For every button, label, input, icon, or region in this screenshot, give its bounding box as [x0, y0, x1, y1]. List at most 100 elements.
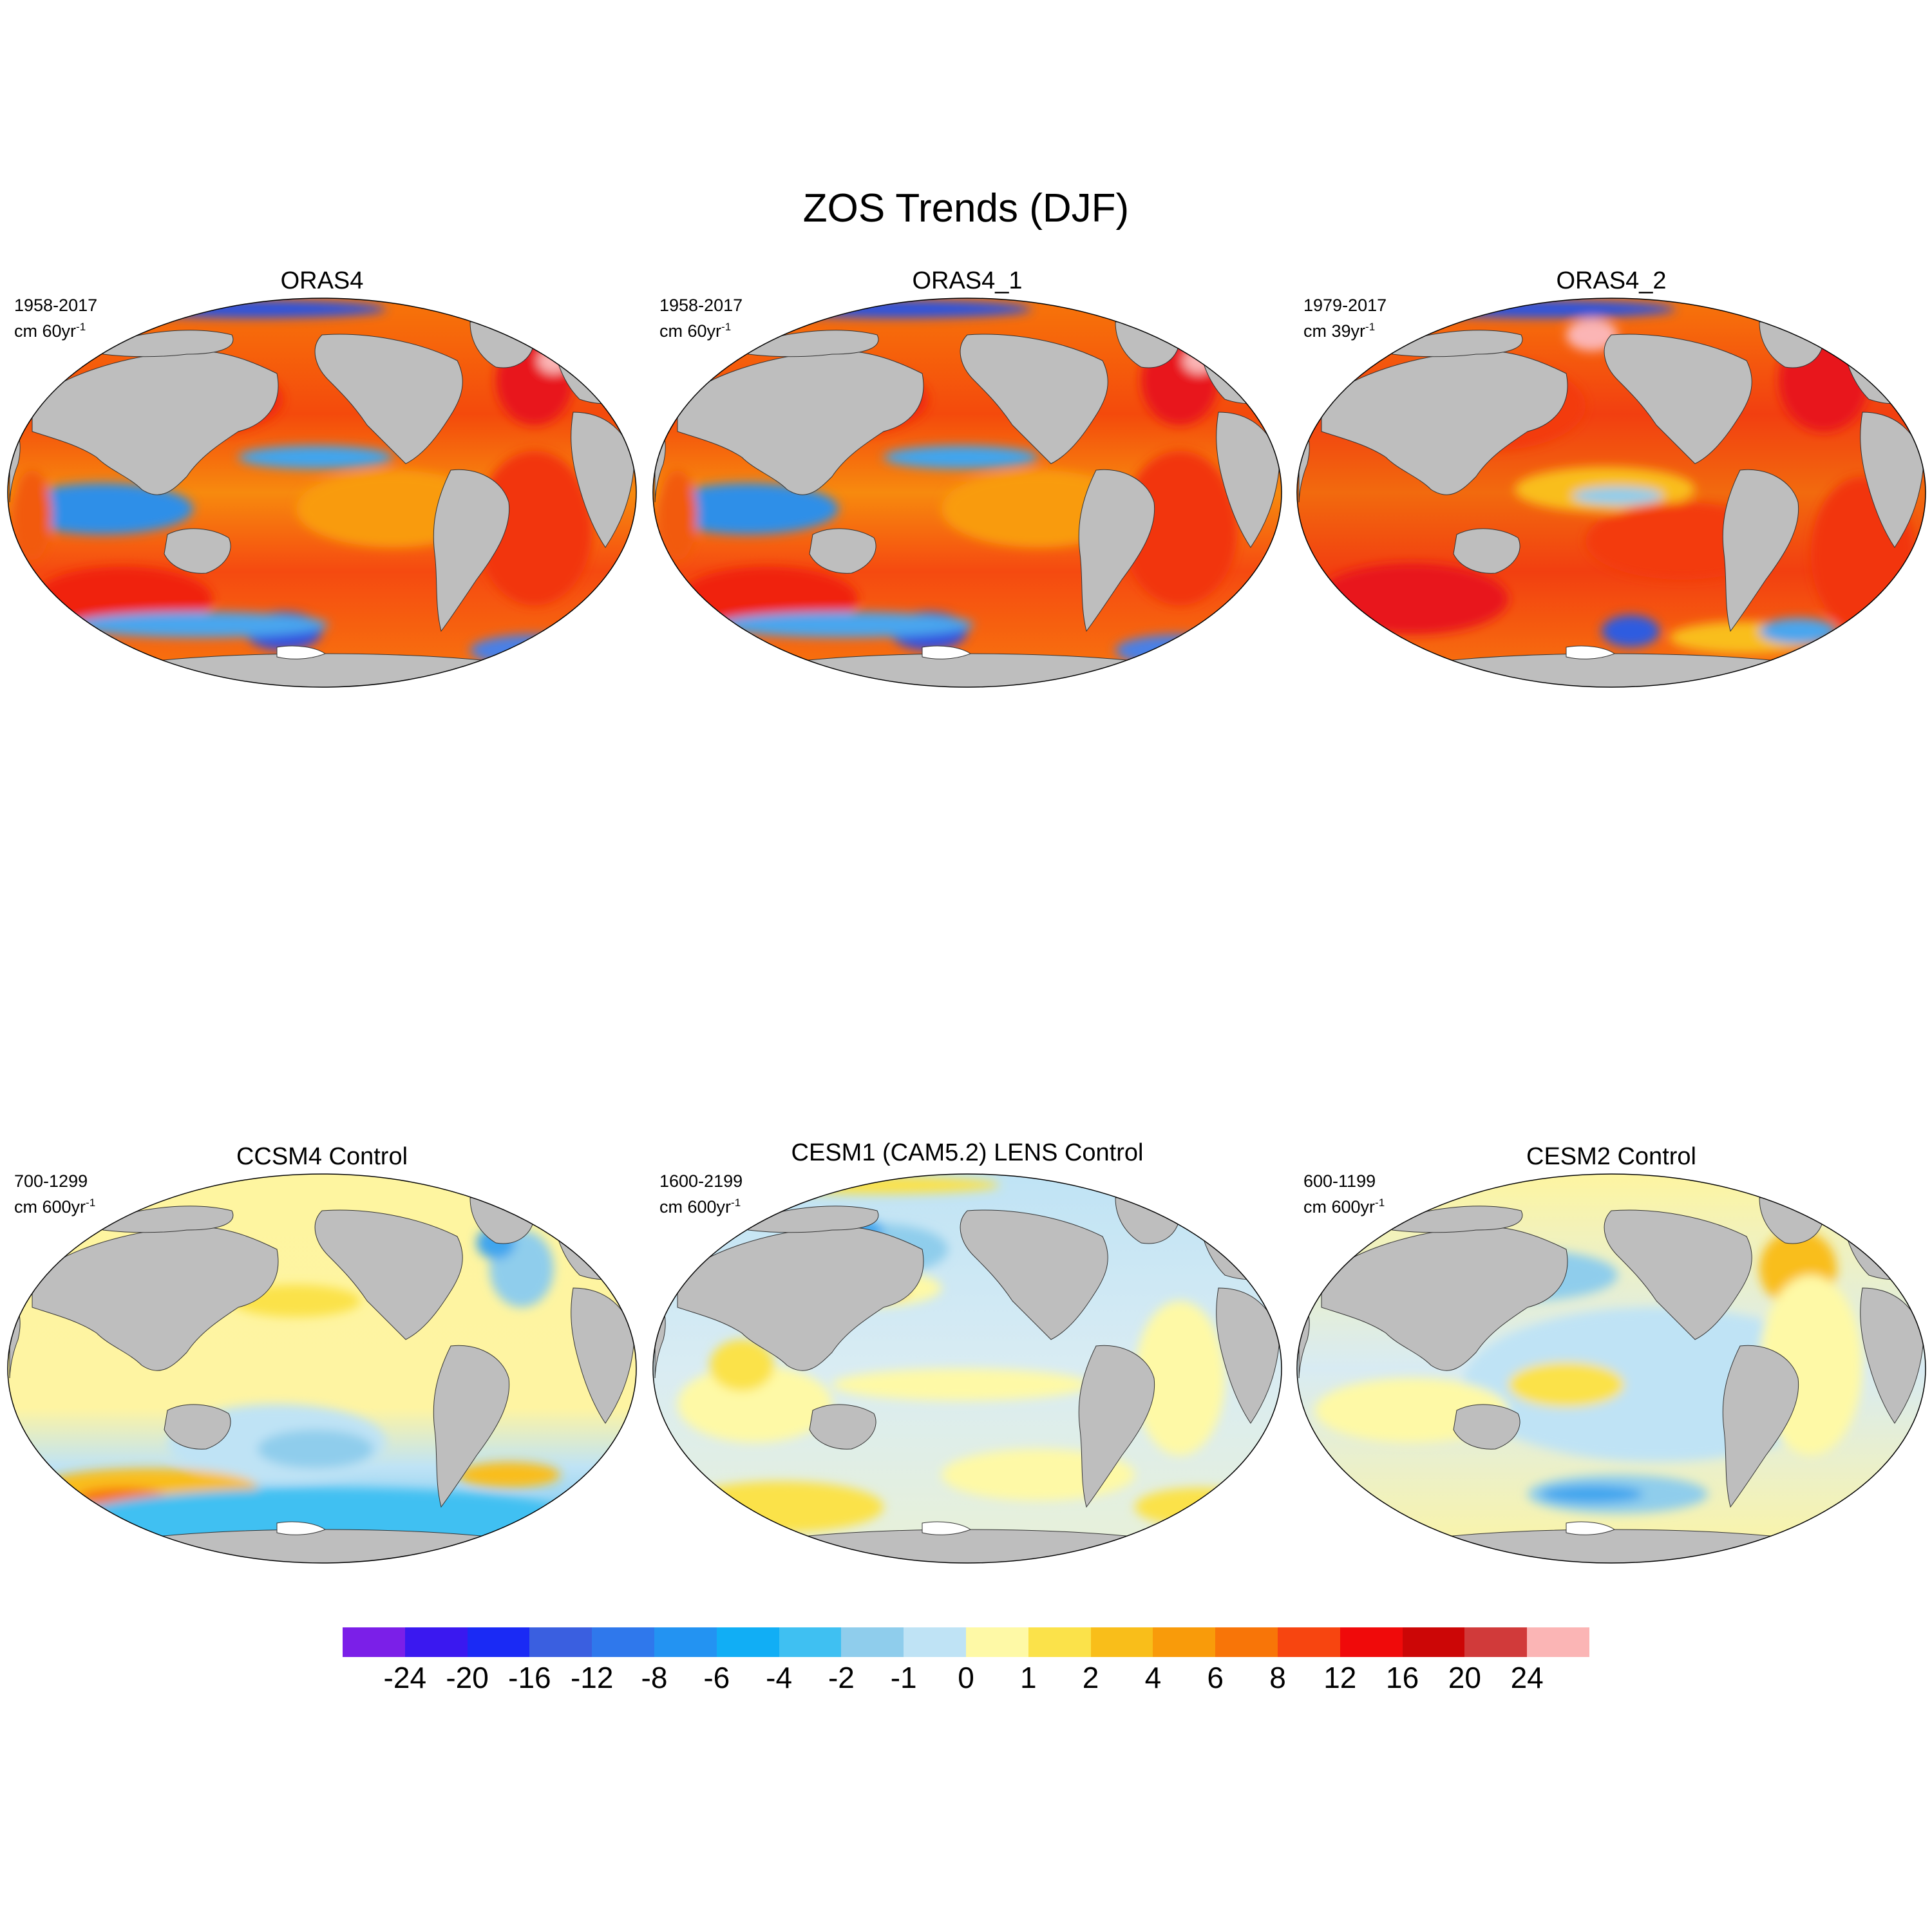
units-label: cm 600yr-1	[14, 1192, 95, 1218]
colorbar-tick-label: 6	[1207, 1661, 1224, 1694]
landmass-africaR	[571, 1287, 635, 1424]
robinson-map	[7, 298, 637, 688]
units-exponent: -1	[731, 1197, 741, 1209]
landmass-namerica	[960, 334, 1108, 464]
colorbar-tick-label: 2	[1082, 1661, 1099, 1694]
landmass-samerica	[433, 1345, 510, 1508]
landmass-samerica	[1722, 1345, 1799, 1508]
robinson-map	[1296, 298, 1926, 688]
colorbar-tick-label: -16	[508, 1661, 551, 1694]
panel-title: CESM2 Control	[1526, 1143, 1696, 1170]
landmass-namerica	[1604, 1209, 1752, 1340]
landmass-europeTop	[1392, 330, 1523, 357]
colorbar-box	[1278, 1627, 1341, 1657]
landmass-europeTop	[748, 1206, 879, 1233]
panel-metadata: 1958-2017 cm 60yr-1	[659, 294, 743, 342]
colorbar-box	[1153, 1627, 1216, 1657]
landmass-africaR	[1860, 1287, 1924, 1424]
map-panel: ORAS4_1 1958-2017 cm 60yr-1	[652, 267, 1283, 770]
units-exponent: -1	[86, 1197, 96, 1209]
landmass-antarctica	[1397, 653, 1825, 687]
map-outline	[652, 1173, 1282, 1564]
trend-region	[1135, 1301, 1225, 1455]
trend-region	[1573, 487, 1663, 505]
landmass-iceA	[922, 1521, 972, 1535]
landmass-iceA	[1566, 645, 1616, 659]
units-text: cm 600yr	[14, 1197, 86, 1217]
landmass-australia	[1453, 1404, 1520, 1450]
landmass-europeTop	[1392, 1206, 1523, 1233]
landmass-africaR	[1216, 412, 1280, 548]
trend-region	[1540, 1485, 1643, 1503]
colorbar-box	[1464, 1627, 1528, 1657]
panel-metadata: 1958-2017 cm 60yr-1	[14, 294, 97, 342]
robinson-map	[652, 298, 1282, 688]
colorbar-tick-label: 16	[1386, 1661, 1419, 1694]
map-outline	[7, 1173, 637, 1564]
panel-title: ORAS4_1	[912, 267, 1023, 294]
colorbar-box	[1028, 1627, 1092, 1657]
trend-region	[832, 1368, 1090, 1401]
units-label: cm 60yr-1	[659, 316, 743, 342]
map-panel: CCSM4 Control 700-1299 cm 600yr-1	[6, 1143, 638, 1645]
landmass-australia	[809, 1404, 876, 1450]
panel-title: CESM1 (CAM5.2) LENS Control	[791, 1139, 1144, 1166]
units-exponent: -1	[1365, 321, 1376, 333]
landmass-africaR	[1216, 1287, 1280, 1424]
colorbar-tick-label: -4	[766, 1661, 793, 1694]
colorbar-tick-label: 0	[958, 1661, 974, 1694]
panel-title: ORAS4_2	[1556, 267, 1667, 294]
trend-region	[477, 451, 592, 605]
landmass-antarctica	[753, 653, 1181, 687]
trend-region	[742, 1176, 999, 1194]
landmass-australia	[1453, 528, 1520, 574]
map-panel: ORAS4_2 1979-2017 cm 39yr-1	[1296, 267, 1927, 770]
landmass-namerica	[314, 334, 463, 464]
map-panel: CESM1 (CAM5.2) LENS Control 1600-2199 cm 6…	[652, 1139, 1283, 1645]
landmass-iceA	[276, 645, 327, 659]
trend-region	[1315, 564, 1508, 634]
panel-title: CCSM4 Control	[236, 1143, 408, 1170]
trend-region	[470, 634, 599, 667]
colorbar-tick-label: -6	[703, 1661, 730, 1694]
trend-region	[258, 1430, 374, 1468]
map-outline	[1296, 298, 1926, 688]
landmass-antarctica	[108, 653, 536, 687]
colorbar-box	[404, 1627, 468, 1657]
trend-region	[658, 483, 838, 535]
trend-region	[238, 446, 393, 469]
trend-region	[13, 483, 193, 535]
colorbar-box	[1340, 1627, 1403, 1657]
trend-region	[658, 470, 697, 560]
map-outline	[7, 298, 637, 688]
map-outline	[1296, 1173, 1926, 1564]
units-label: cm 39yr-1	[1303, 316, 1387, 342]
colorbar-tick-label: -20	[446, 1661, 489, 1694]
units-label: cm 60yr-1	[14, 316, 97, 342]
landmass-iceA	[922, 645, 972, 659]
colorbar-box	[1090, 1627, 1153, 1657]
trend-region	[677, 1365, 832, 1443]
landmass-iceA	[1566, 1521, 1616, 1535]
panel-metadata: 700-1299 cm 600yr-1	[14, 1170, 95, 1218]
colorbar	[343, 1627, 1590, 1657]
landmass-australia	[809, 528, 876, 574]
units-text: cm 600yr	[659, 1197, 732, 1217]
map-panel: ORAS4 1958-2017 cm 60yr-1	[6, 267, 638, 770]
trend-region	[13, 470, 52, 560]
colorbar-box	[904, 1627, 967, 1657]
trend-region	[1508, 1362, 1624, 1407]
landmass-namerica	[314, 1209, 463, 1340]
colorbar-box	[779, 1627, 842, 1657]
colorbar-tick-label: -2	[828, 1661, 855, 1694]
trend-region	[71, 612, 328, 638]
colorbar-tick-label: -24	[383, 1661, 427, 1694]
colorbar-box	[966, 1627, 1029, 1657]
map-panel: CESM2 Control 600-1199 cm 600yr-1	[1296, 1143, 1927, 1645]
landmass-namerica	[1604, 334, 1752, 464]
colorbar-box	[716, 1627, 780, 1657]
colorbar-box	[592, 1627, 655, 1657]
units-text: cm 60yr	[659, 321, 722, 341]
trend-region	[1566, 319, 1618, 351]
colorbar-box	[529, 1627, 592, 1657]
